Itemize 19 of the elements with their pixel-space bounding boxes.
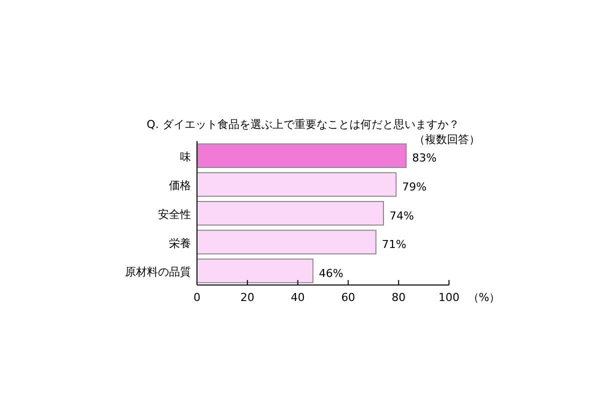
y-tick-label: 栄養 [169, 236, 191, 250]
data-label: 79% [402, 180, 427, 194]
y-tick-label: 味 [180, 150, 191, 164]
x-tick-label: 40 [290, 291, 305, 304]
y-tick-label: 価格 [169, 179, 191, 192]
chart-subtitle: （複数回答） [414, 133, 480, 146]
data-label: 71% [382, 238, 406, 252]
x-tick-label: 80 [392, 291, 406, 304]
chart-title: Q. ダイエット食品を選ぶ上で重要なことは何だと思いますか？ [146, 118, 460, 131]
data-label: 46% [318, 266, 344, 280]
x-tick-label: 0 [194, 291, 200, 304]
x-tick-label: 100 [438, 291, 460, 304]
x-tick-label: 20 [240, 291, 254, 304]
y-tick-label: 原材料の品質 [125, 266, 191, 279]
data-label: 83% [412, 152, 437, 165]
x-tick-label: 60 [341, 291, 356, 304]
y-tick-label: 安全性 [158, 208, 191, 221]
data-label: 74% [389, 209, 414, 222]
x-axis-title: （%） [468, 291, 500, 304]
